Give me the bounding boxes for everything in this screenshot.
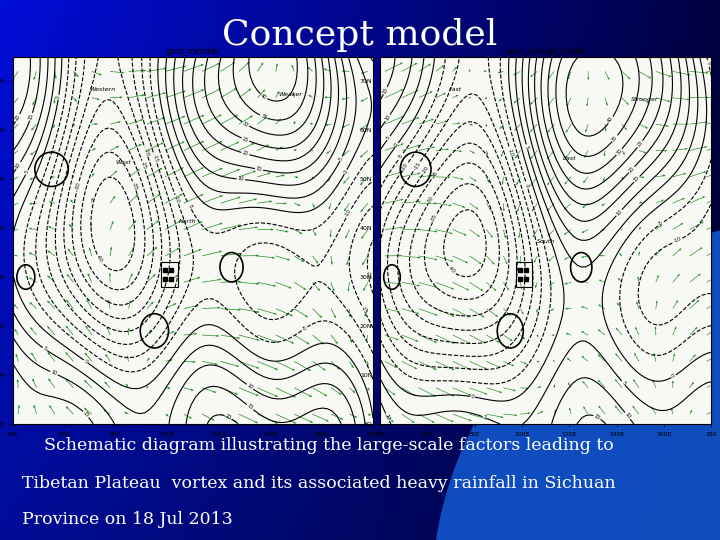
Text: -5: -5 bbox=[397, 152, 405, 159]
Text: 40: 40 bbox=[260, 92, 268, 100]
Text: -10: -10 bbox=[673, 237, 683, 244]
Text: 15: 15 bbox=[28, 113, 35, 120]
Text: South: South bbox=[536, 239, 555, 244]
Text: Concept model: Concept model bbox=[222, 18, 498, 52]
Text: North: North bbox=[179, 219, 197, 224]
Text: 10: 10 bbox=[384, 413, 391, 421]
Text: 35: 35 bbox=[611, 134, 619, 143]
Text: 5: 5 bbox=[621, 380, 626, 386]
Text: 40: 40 bbox=[607, 116, 615, 124]
Text: 10: 10 bbox=[14, 161, 22, 170]
Text: -40: -40 bbox=[95, 254, 104, 264]
Text: -15: -15 bbox=[152, 154, 159, 163]
Text: 20: 20 bbox=[225, 414, 233, 421]
Text: 15: 15 bbox=[82, 410, 90, 418]
Text: 5: 5 bbox=[524, 145, 530, 149]
Text: 0: 0 bbox=[83, 359, 89, 364]
Text: Stronger: Stronger bbox=[631, 97, 659, 102]
Title: poor_concept_model: poor_concept_model bbox=[506, 47, 585, 56]
Text: 10: 10 bbox=[238, 177, 244, 182]
Text: Tibetan Plateau  vortex and its associated heavy rainfall in Sichuan: Tibetan Plateau vortex and its associate… bbox=[22, 475, 615, 492]
Text: -40: -40 bbox=[447, 265, 456, 274]
Text: -10: -10 bbox=[173, 195, 181, 204]
Text: 0: 0 bbox=[671, 373, 676, 379]
Text: 0: 0 bbox=[470, 394, 474, 400]
Text: East: East bbox=[562, 156, 576, 160]
Text: 25: 25 bbox=[241, 136, 249, 143]
Text: -10: -10 bbox=[345, 208, 353, 218]
Text: Schematic diagram illustrating the large-scale factors leading to: Schematic diagram illustrating the large… bbox=[22, 437, 613, 454]
Text: 5: 5 bbox=[338, 156, 344, 161]
Text: -5: -5 bbox=[657, 220, 665, 227]
Text: -5: -5 bbox=[186, 203, 193, 210]
Text: 10: 10 bbox=[50, 370, 58, 377]
Text: 5: 5 bbox=[42, 346, 48, 352]
Text: West: West bbox=[116, 160, 132, 165]
Text: 15: 15 bbox=[256, 166, 263, 172]
Text: -15: -15 bbox=[413, 161, 422, 170]
Text: 30: 30 bbox=[241, 120, 249, 127]
Text: -15: -15 bbox=[360, 305, 368, 315]
Bar bbox=[516, 262, 531, 287]
Bar bbox=[161, 262, 178, 287]
Text: 20: 20 bbox=[242, 150, 249, 157]
Text: -25: -25 bbox=[140, 161, 148, 170]
Text: Fast: Fast bbox=[449, 87, 462, 92]
Text: -30: -30 bbox=[75, 181, 81, 191]
Text: -30: -30 bbox=[426, 195, 435, 204]
Text: -25: -25 bbox=[431, 170, 439, 179]
Text: -5: -5 bbox=[301, 326, 308, 332]
Text: Weaker: Weaker bbox=[279, 92, 302, 97]
Text: -10: -10 bbox=[507, 147, 514, 157]
Text: 10: 10 bbox=[615, 208, 623, 217]
Text: 10: 10 bbox=[624, 412, 631, 420]
Text: -35: -35 bbox=[431, 213, 438, 222]
Title: good_member: good_member bbox=[166, 47, 220, 56]
PathPatch shape bbox=[432, 221, 720, 540]
Text: 15: 15 bbox=[246, 403, 254, 411]
Text: -5: -5 bbox=[706, 60, 711, 66]
Text: 20: 20 bbox=[628, 166, 636, 174]
Text: 15: 15 bbox=[593, 414, 601, 421]
Text: -35: -35 bbox=[130, 181, 138, 191]
Text: -20: -20 bbox=[422, 165, 431, 174]
Text: 10: 10 bbox=[246, 383, 254, 390]
Text: 0: 0 bbox=[394, 143, 400, 148]
Text: -20: -20 bbox=[143, 147, 150, 157]
Text: 0: 0 bbox=[343, 170, 348, 174]
Text: 10: 10 bbox=[384, 114, 392, 122]
Text: 0: 0 bbox=[56, 96, 61, 99]
Text: 5: 5 bbox=[24, 170, 30, 175]
Text: 20: 20 bbox=[14, 114, 22, 122]
Text: 15: 15 bbox=[633, 175, 641, 183]
Text: 25: 25 bbox=[636, 140, 644, 148]
Text: 5: 5 bbox=[482, 415, 487, 421]
Text: 15: 15 bbox=[382, 87, 389, 94]
Text: -10: -10 bbox=[401, 162, 410, 171]
Text: -20: -20 bbox=[365, 270, 371, 279]
Text: Province on 18 Jul 2013: Province on 18 Jul 2013 bbox=[22, 511, 233, 528]
Text: 35: 35 bbox=[260, 113, 267, 120]
Text: 30: 30 bbox=[616, 148, 623, 156]
Text: Western: Western bbox=[90, 87, 116, 92]
Text: -5: -5 bbox=[524, 183, 530, 189]
Text: 5: 5 bbox=[386, 136, 392, 141]
